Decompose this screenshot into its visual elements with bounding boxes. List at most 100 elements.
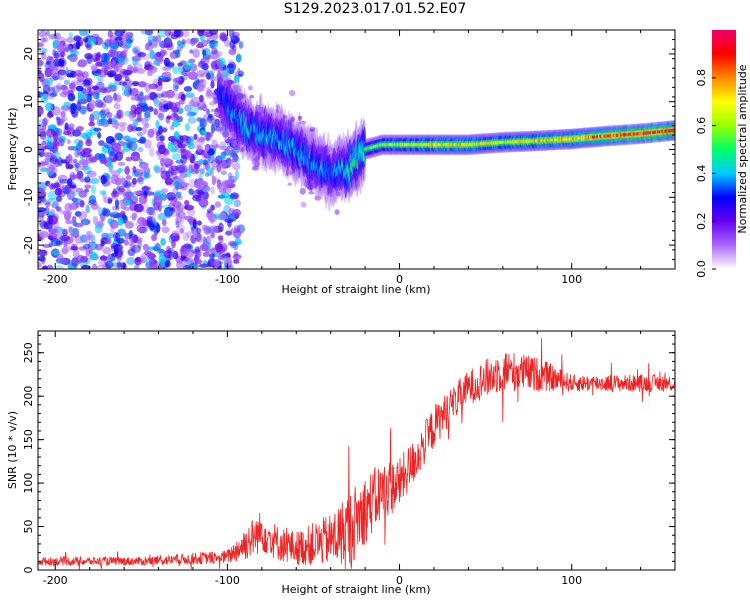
spectrogram-noise-blob xyxy=(160,165,166,175)
spectrogram-noise-blob xyxy=(208,225,218,234)
spectrogram-noise-blob xyxy=(45,114,50,123)
spectrogram-noise-blob xyxy=(171,153,181,161)
spectrogram-noise-blob xyxy=(86,95,91,101)
spectrogram-noise-blob xyxy=(186,230,192,239)
spectrogram-noise-blob xyxy=(198,263,209,268)
spectrogram-noise-blob xyxy=(238,41,244,49)
spectrogram-noise-blob xyxy=(172,250,179,260)
spectrogram-noise-blob xyxy=(196,220,202,226)
spectrogram-noise-blob xyxy=(58,70,67,81)
spectrogram-noise-blob xyxy=(134,107,143,115)
spectrogram-y-axis-label: Frequency (Hz) xyxy=(6,108,19,191)
spectrogram-noise-blob xyxy=(173,131,180,140)
spectrogram-noise-blob xyxy=(88,195,97,205)
spectrogram-noise-blob xyxy=(42,36,49,43)
spectrogram-noise-blob xyxy=(121,262,126,268)
spectrogram-noise-blob xyxy=(90,177,100,185)
spectrogram-noise-blob xyxy=(56,36,67,44)
spectrogram-x-tick-label: -100 xyxy=(215,273,240,286)
spectrogram-noise-blob xyxy=(228,175,237,184)
spectrogram-noise-blob xyxy=(132,81,139,87)
spectrogram-noise-blob xyxy=(160,91,170,98)
spectrogram-noise-blob xyxy=(137,146,144,153)
spectrogram-noise-blob xyxy=(82,236,93,244)
spectrogram-noise-blob xyxy=(147,70,153,77)
spectrogram-noise-blob xyxy=(220,71,230,78)
spectrogram-noise-blob xyxy=(125,175,132,180)
spectrogram-noise-blob xyxy=(79,30,88,37)
snr-y-tick-label: 0 xyxy=(22,567,35,574)
colorbar-tick-label: 0.4 xyxy=(695,165,708,183)
snr-y-tick-label: 50 xyxy=(22,520,35,534)
spectrogram-noise-blob xyxy=(164,259,171,268)
spectrogram-scatter-blob xyxy=(300,201,307,208)
spectrogram-noise-blob xyxy=(228,48,237,56)
spectrogram-noise-blob xyxy=(57,69,67,76)
spectrogram-noise-blob xyxy=(149,50,156,60)
spectrogram-noise-blob xyxy=(174,92,181,101)
spectrogram-noise-blob xyxy=(210,167,215,178)
spectrogram-noise-blob xyxy=(73,35,82,42)
spectrogram-noise-blob xyxy=(56,43,65,53)
spectrogram-noise-blob xyxy=(68,225,73,233)
spectrogram-noise-blob xyxy=(180,154,188,165)
spectrogram-noise-blob xyxy=(87,199,98,206)
spectrogram-noise-blob xyxy=(188,188,194,195)
spectrogram-noise-blob xyxy=(189,99,195,107)
spectrogram-noise-blob xyxy=(55,240,63,246)
spectrogram-noise-blob xyxy=(157,108,165,118)
spectrogram-noise-blob xyxy=(229,39,236,50)
spectrogram-noise-blob xyxy=(92,92,100,100)
spectrogram-noise-blob xyxy=(123,239,129,246)
spectrogram-noise-blob xyxy=(124,221,135,229)
spectrogram-noise-blob xyxy=(191,96,201,103)
spectrogram-noise-blob xyxy=(152,245,160,252)
spectrogram-noise-blob xyxy=(91,263,98,269)
spectrogram-noise-blob xyxy=(46,141,52,149)
spectrogram-noise-blob xyxy=(159,50,166,58)
spectrogram-noise-blob xyxy=(181,181,186,187)
spectrogram-noise-blob xyxy=(38,42,44,48)
spectrogram-noise-blob xyxy=(184,104,192,112)
spectrogram-noise-blob xyxy=(76,149,82,156)
spectrogram-noise-blob xyxy=(47,190,57,201)
spectrogram-noise-blob xyxy=(76,101,82,111)
spectrogram-noise-blob xyxy=(67,93,76,102)
spectrogram-noise-blob xyxy=(216,163,222,173)
spectrogram-noise-blob xyxy=(144,250,152,256)
spectrogram-noise-blob xyxy=(206,36,211,44)
colorbar-tick-label: 0.2 xyxy=(695,212,708,230)
spectrogram-noise-blob xyxy=(76,61,87,68)
spectrogram-noise-blob xyxy=(67,164,74,170)
spectrogram-noise-blob xyxy=(129,137,138,144)
spectrogram-noise-blob xyxy=(168,31,178,36)
spectrogram-noise-blob xyxy=(38,249,48,257)
spectrogram-noise-blob xyxy=(85,138,93,147)
spectrogram-noise-blob xyxy=(88,121,96,127)
spectrogram-noise-blob xyxy=(108,49,116,58)
spectrogram-noise-blob xyxy=(209,41,219,48)
spectrogram-scatter-blob xyxy=(287,182,293,186)
spectrogram-noise-blob xyxy=(136,228,147,233)
spectrogram-noise-blob xyxy=(192,228,198,239)
spectrogram-noise-blob xyxy=(187,142,192,149)
spectrogram-noise-blob xyxy=(120,39,127,49)
spectrogram-noise-blob xyxy=(149,261,158,269)
spectrogram-noise-blob xyxy=(198,60,205,67)
spectrogram-noise-blob xyxy=(185,257,193,264)
spectrogram-noise-blob xyxy=(110,190,120,198)
spectrogram-noise-blob xyxy=(172,77,178,83)
spectrogram-noise-blob xyxy=(63,101,72,106)
spectrogram-noise-blob xyxy=(143,172,151,179)
spectrogram-noise-blob xyxy=(64,122,69,131)
spectrogram-noise-blob xyxy=(179,135,190,142)
spectrogram-noise-blob xyxy=(203,185,209,192)
spectrogram-noise-blob xyxy=(233,199,241,208)
spectrogram-noise-blob xyxy=(175,164,185,174)
spectrogram-scatter-blob xyxy=(208,131,214,137)
spectrogram-noise-blob xyxy=(165,170,173,178)
spectrogram-noise-blob xyxy=(172,181,182,187)
spectrogram-noise-blob xyxy=(205,108,210,115)
spectrogram-noise-blob xyxy=(202,103,208,112)
spectrogram-noise-blob xyxy=(40,37,46,43)
